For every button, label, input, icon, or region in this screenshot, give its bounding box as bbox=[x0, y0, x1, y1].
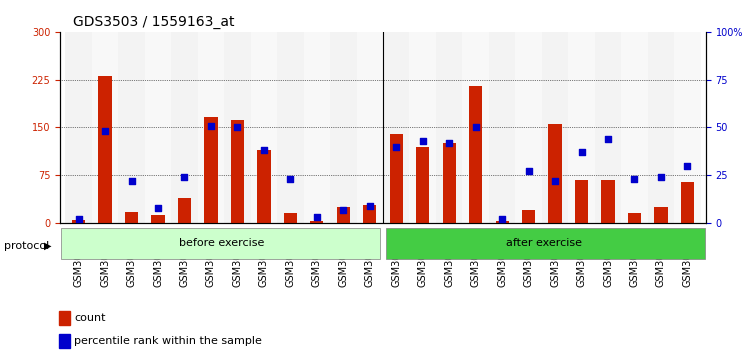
Bar bbox=[231, 120, 244, 223]
Bar bbox=[303, 32, 330, 223]
Point bbox=[523, 169, 535, 174]
Point bbox=[391, 144, 403, 149]
Bar bbox=[442, 143, 456, 223]
Bar bbox=[383, 32, 409, 223]
FancyBboxPatch shape bbox=[62, 228, 381, 258]
Bar bbox=[681, 182, 694, 223]
Text: count: count bbox=[74, 313, 106, 323]
Bar bbox=[59, 334, 70, 348]
Bar bbox=[119, 32, 145, 223]
Point bbox=[629, 176, 641, 182]
Bar bbox=[336, 207, 350, 223]
Bar bbox=[575, 180, 588, 223]
Text: GDS3503 / 1559163_at: GDS3503 / 1559163_at bbox=[73, 16, 234, 29]
Bar bbox=[674, 32, 701, 223]
Text: after exercise: after exercise bbox=[506, 238, 583, 249]
Bar bbox=[654, 207, 668, 223]
Bar bbox=[277, 32, 303, 223]
Point bbox=[417, 138, 429, 144]
Bar bbox=[628, 213, 641, 223]
Point bbox=[602, 136, 614, 142]
Bar bbox=[92, 32, 119, 223]
Text: ▶: ▶ bbox=[44, 241, 51, 251]
Bar bbox=[548, 124, 562, 223]
Bar bbox=[602, 180, 614, 223]
Bar bbox=[515, 32, 541, 223]
Bar bbox=[390, 134, 403, 223]
Bar bbox=[541, 32, 569, 223]
Bar bbox=[522, 210, 535, 223]
Bar bbox=[357, 32, 383, 223]
Bar bbox=[463, 32, 489, 223]
Point bbox=[337, 207, 349, 212]
Bar bbox=[98, 76, 112, 223]
Bar bbox=[569, 32, 595, 223]
Bar bbox=[284, 213, 297, 223]
Bar bbox=[489, 32, 515, 223]
Point bbox=[205, 123, 217, 129]
Point bbox=[258, 148, 270, 153]
Bar bbox=[496, 221, 508, 223]
Point bbox=[549, 178, 561, 184]
Bar bbox=[469, 86, 482, 223]
Point bbox=[73, 216, 85, 222]
Bar bbox=[258, 150, 270, 223]
Point bbox=[575, 149, 587, 155]
Bar bbox=[152, 215, 164, 223]
Text: percentile rank within the sample: percentile rank within the sample bbox=[74, 336, 262, 346]
Point bbox=[443, 140, 455, 145]
Bar bbox=[65, 32, 92, 223]
Bar bbox=[204, 116, 218, 223]
Text: before exercise: before exercise bbox=[179, 238, 264, 249]
Bar bbox=[171, 32, 198, 223]
Text: protocol: protocol bbox=[4, 241, 49, 251]
Bar bbox=[178, 198, 191, 223]
Bar bbox=[621, 32, 647, 223]
Bar bbox=[198, 32, 225, 223]
Point bbox=[285, 176, 297, 182]
Point bbox=[179, 174, 191, 180]
Bar bbox=[225, 32, 251, 223]
Bar bbox=[251, 32, 277, 223]
Bar bbox=[59, 312, 70, 325]
Point bbox=[152, 205, 164, 211]
Point bbox=[125, 178, 137, 184]
Bar bbox=[330, 32, 357, 223]
Point bbox=[469, 125, 481, 130]
Bar bbox=[595, 32, 621, 223]
Point bbox=[655, 174, 667, 180]
Bar bbox=[72, 220, 85, 223]
Point bbox=[311, 215, 323, 220]
Bar bbox=[363, 205, 376, 223]
Point bbox=[99, 129, 111, 134]
Bar bbox=[145, 32, 171, 223]
Point bbox=[496, 216, 508, 222]
Bar bbox=[409, 32, 436, 223]
FancyBboxPatch shape bbox=[385, 228, 704, 258]
Bar bbox=[310, 221, 324, 223]
Bar bbox=[416, 147, 430, 223]
Bar bbox=[436, 32, 463, 223]
Bar bbox=[125, 212, 138, 223]
Bar bbox=[647, 32, 674, 223]
Point bbox=[363, 203, 376, 209]
Point bbox=[681, 163, 693, 169]
Point bbox=[231, 125, 243, 130]
